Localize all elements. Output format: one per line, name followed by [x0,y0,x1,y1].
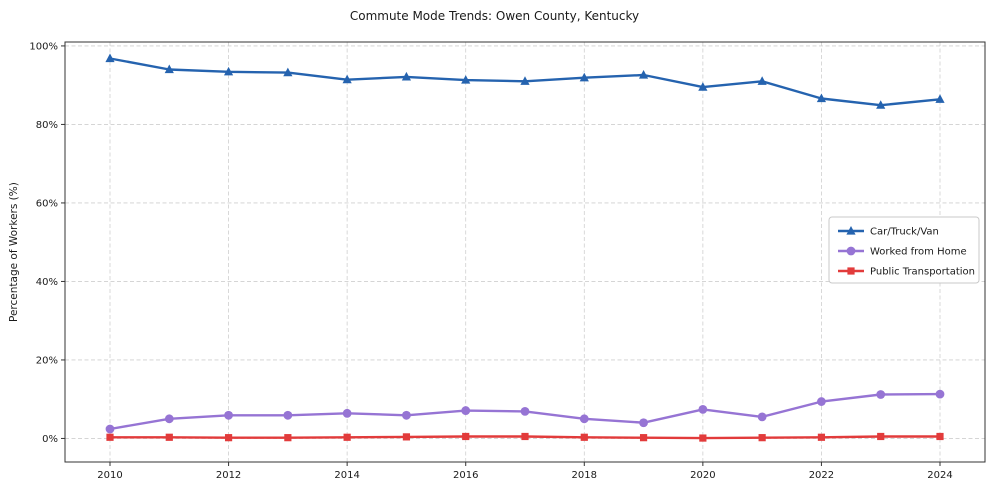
triangle-marker [461,75,471,84]
square-marker [224,434,233,442]
circle-marker [817,397,826,406]
square-marker [847,267,855,275]
triangle-marker [164,64,174,74]
circle-marker [757,412,767,422]
circle-marker [283,410,293,420]
square-marker [639,434,648,442]
circle-marker [846,246,856,256]
square-marker [343,433,351,441]
x-tick-label: 2014 [334,470,359,481]
triangle-marker [935,94,945,103]
series-markers-public-transportation [106,432,944,442]
square-marker [580,433,588,441]
triangle-marker [342,74,352,84]
triangle-marker [520,76,530,85]
y-tick-label: 40% [36,277,58,288]
triangle-marker [223,66,234,76]
circle-marker [698,405,708,414]
square-marker [462,432,470,441]
circle-marker [461,406,471,415]
circle-marker [164,414,174,424]
triangle-marker [579,72,589,82]
y-tick-label: 20% [36,355,58,366]
legend-item-public-transportation: Public Transportation [838,267,975,278]
triangle-marker [698,82,708,91]
y-tick-label: 0% [42,434,58,445]
x-tick-label: 2018 [572,470,597,481]
circle-marker [639,418,648,428]
square-marker [284,434,292,442]
triangle-marker [105,53,115,63]
circle-marker [224,410,233,420]
triangle-marker [846,226,856,235]
triangle-marker [816,93,827,103]
y-tick-label: 100% [29,41,58,52]
square-marker [106,433,114,441]
circle-marker [105,424,115,434]
x-tick-label: 2016 [453,470,478,481]
series-markers-car-truck-van [105,53,945,109]
x-tick-label: 2022 [809,470,834,481]
circle-marker [876,390,886,399]
triangle-marker [876,100,886,109]
triangle-marker [401,71,412,81]
circle-marker [579,414,589,424]
legend-item-worked-from-home: Worked from Home [838,247,967,258]
circle-marker [520,406,530,416]
x-tick-label: 2010 [97,470,122,481]
y-tick-label: 60% [36,198,58,209]
triangle-marker [283,67,293,77]
square-marker [877,432,885,441]
square-marker [402,433,411,441]
x-tick-label: 2024 [927,470,952,481]
triangle-marker [638,69,649,79]
legend-item-label: Worked from Home [870,247,967,258]
legend-item-label: Public Transportation [870,267,975,278]
square-marker [521,432,529,441]
legend-box [828,216,980,284]
circle-marker [342,408,352,418]
legend-item-car-truck-van: Car/Truck/Van [838,226,939,238]
circle-marker [402,410,411,420]
series-markers-worked-from-home [105,389,945,434]
circle-marker [935,389,945,399]
legend: Car/Truck/Van Worked from Home Public Tran… [828,216,980,284]
square-marker [165,433,173,441]
square-marker [936,432,944,441]
x-tick-label: 2020 [690,470,715,481]
legend-item-label: Car/Truck/Van [870,227,939,238]
square-marker [758,434,766,442]
plot-border [64,41,986,463]
chart-title: Commute Mode Trends: Owen County, Kentuc… [349,9,640,23]
square-marker [699,434,707,442]
x-tick-label: 2012 [216,470,241,481]
triangle-marker [757,76,767,85]
square-marker [817,433,826,441]
y-tick-label: 80% [36,120,58,131]
